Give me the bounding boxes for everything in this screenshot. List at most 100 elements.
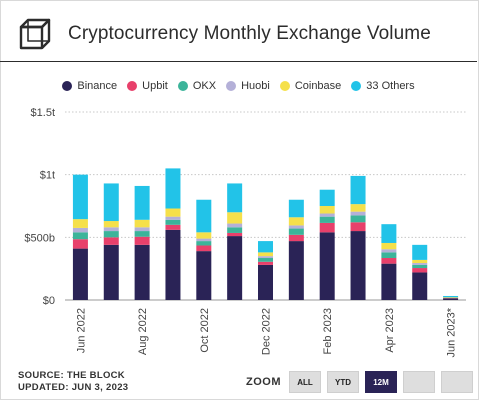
bar-segment[interactable] <box>319 216 335 223</box>
bar-segment[interactable] <box>381 258 397 264</box>
legend-item[interactable]: Binance <box>62 80 117 92</box>
bar-segment[interactable] <box>227 223 243 228</box>
bar-segment[interactable] <box>134 236 150 245</box>
legend-label: Coinbase <box>294 80 342 92</box>
bar-segment[interactable] <box>134 185 150 220</box>
bar-segment[interactable] <box>319 213 335 217</box>
legend-item[interactable]: Upbit <box>127 80 168 92</box>
bar-segment[interactable] <box>227 227 243 233</box>
x-tick-label: Jun 2022 <box>75 308 87 353</box>
bar-segment[interactable] <box>196 245 212 252</box>
x-tick-label: Dec 2022 <box>261 308 273 355</box>
bar-segment[interactable] <box>72 239 88 249</box>
bar-segment[interactable] <box>350 175 366 205</box>
bar-segment[interactable] <box>165 208 181 217</box>
bar-segment[interactable] <box>103 227 119 232</box>
bar-segment[interactable] <box>165 216 181 220</box>
bar-segment[interactable] <box>288 217 304 226</box>
bar-segment[interactable] <box>288 199 304 218</box>
bar-segment[interactable] <box>196 241 212 246</box>
bar-segment[interactable] <box>350 222 366 232</box>
bar-segment[interactable] <box>103 221 119 228</box>
chart-title: Cryptocurrency Monthly Exchange Volume <box>68 23 431 44</box>
bar-segment[interactable] <box>196 251 212 300</box>
zoom-label: ZOOM <box>246 376 281 388</box>
bar-segment[interactable] <box>412 244 428 260</box>
bar-segment[interactable] <box>381 263 397 300</box>
legend-item[interactable]: 33 Others <box>351 80 415 92</box>
bar-segment[interactable] <box>288 241 304 300</box>
bar-segment[interactable] <box>165 168 181 209</box>
bar-segment[interactable] <box>319 232 335 300</box>
bar-segment[interactable] <box>258 256 273 259</box>
zoom-button-ytd[interactable]: YTD <box>327 371 359 393</box>
bar-segment[interactable] <box>103 183 119 222</box>
bar-segment[interactable] <box>319 222 335 233</box>
bar-segment[interactable] <box>319 189 335 206</box>
y-tick-label: $0 <box>43 295 55 307</box>
bar-segment[interactable] <box>412 259 428 264</box>
bar-segment[interactable] <box>381 224 397 243</box>
bar-segment[interactable] <box>165 224 181 230</box>
bar-segment[interactable] <box>412 263 428 265</box>
bar-segment[interactable] <box>350 215 366 223</box>
bar-segment[interactable] <box>72 174 88 220</box>
bar-segment[interactable] <box>319 206 335 214</box>
bar-segment[interactable] <box>134 219 150 228</box>
bar-segment[interactable] <box>412 264 428 269</box>
bar-segment[interactable] <box>72 248 88 300</box>
bar-segment[interactable] <box>350 231 366 300</box>
bar-segment[interactable] <box>134 244 150 300</box>
bar-segment[interactable] <box>258 241 273 253</box>
bar-segment[interactable] <box>134 231 150 237</box>
bar-segment[interactable] <box>227 183 243 213</box>
zoom-button-blank[interactable] <box>403 371 435 393</box>
bar-segment[interactable] <box>227 236 243 300</box>
chart-header: Cryptocurrency Monthly Exchange Volume <box>18 14 431 54</box>
bar-segment[interactable] <box>196 199 212 233</box>
bar-segment[interactable] <box>288 234 304 242</box>
bar-segment[interactable] <box>165 219 181 225</box>
bar-segment[interactable] <box>258 261 273 265</box>
zoom-button-12m[interactable]: 12M <box>365 371 397 393</box>
bar-segment[interactable] <box>381 249 397 253</box>
zoom-button-all[interactable]: ALL <box>289 371 321 393</box>
bar-segment[interactable] <box>443 298 459 300</box>
bar-segment[interactable] <box>412 272 428 300</box>
bar-segment[interactable] <box>72 232 88 240</box>
bar-segment[interactable] <box>288 225 304 229</box>
bar-segment[interactable] <box>258 258 273 262</box>
bar-segment[interactable] <box>258 252 273 257</box>
x-tick-label: Aug 2022 <box>137 308 149 355</box>
bar-segment[interactable] <box>134 227 150 232</box>
bar-segment[interactable] <box>381 252 397 259</box>
zoom-button-blank[interactable] <box>441 371 473 393</box>
bar-segment[interactable] <box>381 242 397 250</box>
stacked-bar-chart: $0 $500b $1t $1.5t Jun 2022 Aug 2022 Oct 2022 D… <box>24 107 466 358</box>
y-tick-label: $1t <box>40 170 55 182</box>
bar-segment[interactable] <box>165 229 181 300</box>
bar-segment[interactable] <box>412 268 428 273</box>
bar-segment[interactable] <box>103 237 119 245</box>
legend-item[interactable]: Huobi <box>226 80 270 92</box>
bar-segment[interactable] <box>443 297 459 299</box>
bar-segment[interactable] <box>72 227 88 233</box>
bar-segment[interactable] <box>350 211 366 216</box>
legend-label: Huobi <box>241 80 270 92</box>
bar-segment[interactable] <box>227 212 243 224</box>
legend-label: Upbit <box>142 80 168 92</box>
bar-segment[interactable] <box>72 219 88 228</box>
bar-segment[interactable] <box>103 231 119 238</box>
legend-item[interactable]: OKX <box>177 80 216 92</box>
header-divider <box>0 61 477 62</box>
bar-segment[interactable] <box>288 228 304 235</box>
the-block-logo-icon <box>19 18 51 50</box>
legend-item[interactable]: Coinbase <box>279 80 342 92</box>
bar-segment[interactable] <box>196 238 212 242</box>
bar-segment[interactable] <box>350 204 366 212</box>
bar-segment[interactable] <box>227 232 243 237</box>
bar-segment[interactable] <box>443 295 459 297</box>
bar-segment[interactable] <box>196 232 212 239</box>
bar-segment[interactable] <box>103 244 119 300</box>
bar-segment[interactable] <box>258 264 273 300</box>
